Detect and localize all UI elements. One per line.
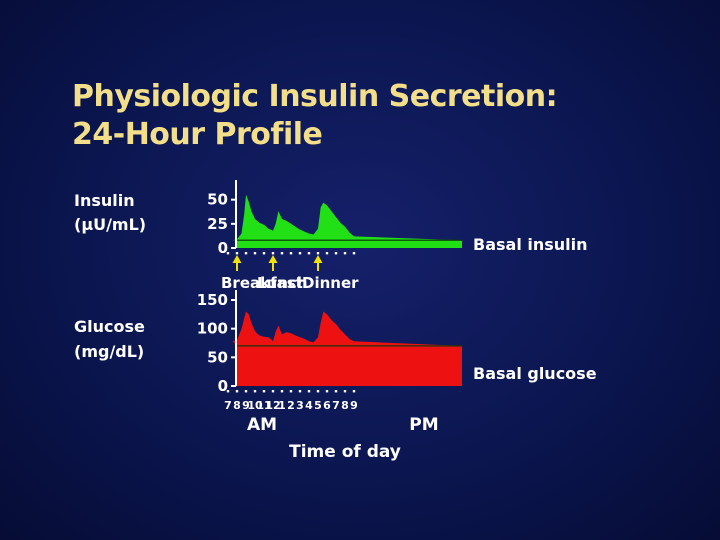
insulin-hour-dot [325,252,329,255]
x-tick-label: 7 [332,399,340,412]
glucose-hour-dot [298,390,302,393]
slide-title: Physiologic Insulin Secretion: 24-Hour P… [72,78,558,154]
x-tick-label: 8 [233,399,241,412]
x-axis-title: Time of day [289,442,401,462]
meal-arrow-head [232,255,242,263]
insulin-hour-dot [262,252,266,255]
glucose-hour-dot [325,390,329,393]
glucose-y-tick-label: 50 [207,348,228,366]
insulin-hour-dot [343,252,347,255]
glucose-basal-label: Basal glucose [473,364,597,383]
insulin-hour-dot [289,252,293,255]
insulin-hour-dot [226,252,230,255]
insulin-y-tick-label: 50 [207,191,228,209]
glucose-hour-dot [262,390,266,393]
x-tick-label: 3 [296,399,304,412]
am-label: AM [247,415,277,435]
x-tick-label: 1 [278,399,286,412]
glucose-profile-area [232,311,462,386]
insulin-hour-dot [334,252,338,255]
x-tick-label: 6 [323,399,331,412]
insulin-profile-area [232,194,462,248]
x-tick-label: 2 [287,399,295,412]
insulin-y-tick-label: 25 [207,215,228,233]
insulin-hour-dot [307,252,311,255]
x-tick-label: 4 [305,399,313,412]
x-tick-label: 8 [341,399,349,412]
glucose-y-tick-label: 150 [197,291,228,309]
insulin-hour-dot [280,252,284,255]
glucose-y-tick-label: 100 [197,320,228,338]
meal-label: Breakfast [221,274,303,292]
pm-label: PM [409,415,438,435]
insulin-hour-dot [271,252,275,255]
insulin-hour-dot [244,252,248,255]
insulin-basal-label: Basal insulin [473,235,588,254]
glucose-hour-dot [334,390,338,393]
glucose-hour-dot [307,390,311,393]
meal-arrow-head [268,255,278,263]
glucose-hour-dot [271,390,275,393]
x-tick-label: 10 [247,399,263,412]
insulin-hour-dot [298,252,302,255]
meal-label: Lunch [257,274,308,292]
glucose-hour-dot [280,390,284,393]
insulin-y-tick-label: 0 [218,239,228,257]
glucose-hour-dot [226,390,230,393]
meal-arrow-head [313,255,323,263]
glucose-hour-dot [343,390,347,393]
insulin-hour-dot [352,252,356,255]
insulin-ylabel-line1: Insulin [74,191,135,210]
glucose-hour-dot [235,390,239,393]
x-tick-label: 12 [265,399,280,412]
glucose-hour-dot [316,390,320,393]
x-tick-label: 7 [224,399,232,412]
x-tick-label: 9 [350,399,358,412]
insulin-ylabel-line2: (µU/mL) [74,215,146,234]
insulin-hour-dot [235,252,239,255]
insulin-hour-dot [316,252,320,255]
slide-title-line2: 24-Hour Profile [72,117,323,152]
x-tick-label: 9 [242,399,250,412]
slide-title-line1: Physiologic Insulin Secretion: [72,79,558,114]
glucose-hour-dot [289,390,293,393]
x-tick-label: 5 [314,399,322,412]
glucose-y-tick-label: 0 [218,377,228,395]
glucose-ylabel-line1: Glucose [74,317,145,336]
glucose-hour-dot [244,390,248,393]
insulin-hour-dot [253,252,257,255]
glucose-hour-dot [253,390,257,393]
meal-label: Dinner [302,274,359,292]
glucose-hour-dot [352,390,356,393]
x-tick-label: 11 [256,399,271,412]
glucose-ylabel-line2: (mg/dL) [74,342,144,361]
